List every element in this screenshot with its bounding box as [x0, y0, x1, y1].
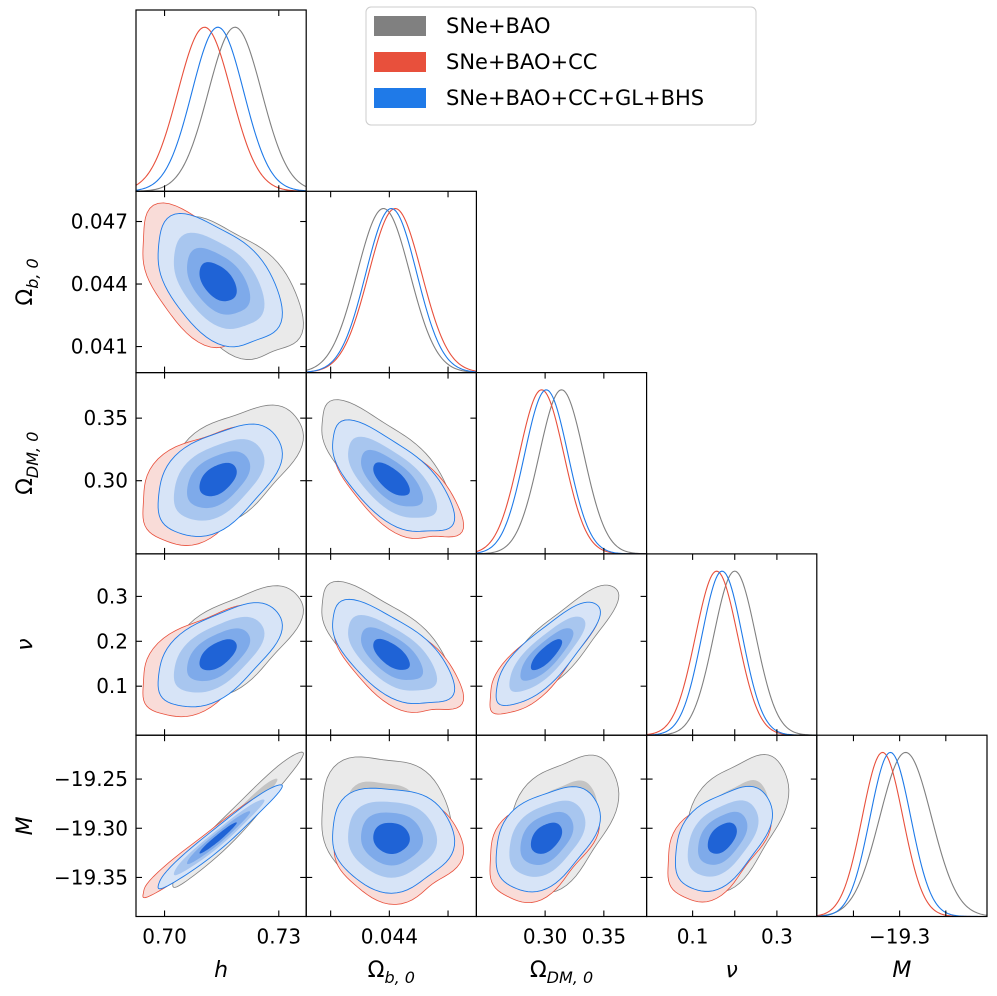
y-tick-label: 0.047	[71, 210, 128, 234]
marginal-nu	[646, 570, 817, 736]
x-tick-label: 0.1	[677, 925, 709, 949]
y-tick-label: 0.30	[83, 469, 128, 493]
marginal-h	[136, 26, 307, 192]
y-tick-label: 0.041	[71, 335, 128, 359]
marginal-line-blue	[816, 751, 987, 917]
panel-Ob-vs-h	[142, 202, 304, 360]
panel-M-vs-nu	[667, 754, 790, 903]
marginal-line-grey	[136, 26, 307, 192]
y-tick-label: −19.30	[54, 816, 128, 840]
panel-M-vs-h	[142, 751, 304, 899]
marginal-line-grey	[646, 570, 817, 736]
marginal-line-grey	[476, 389, 647, 554]
marginal-ODM	[476, 389, 647, 554]
panel-nu-vs-h	[142, 585, 304, 718]
legend-label-grey: SNe+BAO	[446, 14, 551, 38]
panel-nu-vs-Ob	[321, 580, 465, 713]
marginal-Ob	[306, 207, 477, 373]
x-axis-label-h: h	[214, 958, 228, 983]
legend-swatch-grey	[374, 16, 426, 36]
legend-label-blue: SNe+BAO+CC+GL+BHS	[446, 86, 704, 110]
y-tick-label: −19.25	[54, 767, 128, 791]
marginal-line-grey	[816, 751, 987, 917]
marginal-line-blue	[136, 26, 307, 192]
legend-box	[365, 6, 757, 126]
panel-frame	[645, 553, 818, 736]
contour-blue-core	[199, 822, 237, 854]
y-tick-label: 0.044	[71, 272, 128, 296]
y-tick-label: 0.35	[83, 406, 128, 430]
y-tick-label: 0.3	[96, 584, 128, 608]
x-axis-label-M: M	[892, 958, 911, 983]
y-axis-label-M: M	[13, 816, 38, 835]
contour-blue-core	[373, 822, 410, 855]
x-tick-label: 0.044	[361, 925, 418, 949]
x-axis-label-ODM: ΩDM, 0	[530, 958, 593, 987]
contour-blue-core	[373, 638, 410, 670]
x-tick-label: 0.70	[142, 925, 187, 949]
y-axis-label-ODM: ΩDM, 0	[13, 432, 42, 495]
x-axis-label-Ob: Ωb, 0	[368, 958, 415, 987]
x-tick-label: 0.3	[761, 925, 793, 949]
panel-M-vs-Ob	[321, 756, 465, 905]
legend-swatch-blue	[374, 88, 426, 108]
marginal-line-red	[306, 207, 477, 373]
contour-blue-core	[199, 639, 237, 671]
contour-blue-core	[530, 639, 563, 671]
legend-label-red: SNe+BAO+CC	[446, 50, 597, 74]
marginal-line-red	[646, 570, 817, 736]
y-axis-label-nu: ν	[13, 638, 38, 650]
panel-ODM-vs-h	[142, 404, 304, 546]
marginal-M	[816, 751, 987, 917]
marginal-line-blue	[476, 389, 647, 554]
panel-frame	[305, 190, 478, 374]
contour-blue-core	[373, 462, 410, 496]
legend-swatch-red	[374, 52, 426, 72]
y-tick-label: 0.1	[96, 674, 128, 698]
panel-ODM-vs-Ob	[321, 399, 465, 539]
x-tick-label: 0.35	[582, 925, 627, 949]
marginal-line-blue	[646, 570, 817, 736]
panel-M-vs-ODM	[489, 754, 620, 904]
y-tick-label: −19.35	[54, 865, 128, 889]
x-tick-label: −19.3	[869, 925, 930, 949]
contour-blue-core	[199, 262, 237, 302]
y-axis-label-Ob: Ωb, 0	[13, 258, 42, 305]
panel-nu-vs-ODM	[489, 584, 620, 715]
y-tick-label: 0.2	[96, 629, 128, 653]
contour-blue-core	[530, 822, 563, 854]
marginal-line-red	[476, 389, 647, 554]
legend: SNe+BAO SNe+BAO+CC SNe+BAO+CC+GL+BHS	[365, 6, 757, 126]
panel-frame	[475, 372, 648, 555]
marginal-line-red	[136, 26, 307, 192]
x-tick-label: 0.73	[257, 925, 302, 949]
contour-blue-core	[707, 822, 737, 854]
marginal-line-grey	[306, 208, 477, 373]
x-tick-label: 0.30	[523, 925, 568, 949]
panel-frame	[816, 734, 988, 918]
panel-frame	[135, 9, 307, 192]
marginal-line-blue	[306, 207, 477, 373]
contour-blue-core	[199, 462, 237, 497]
x-axis-label-nu: ν	[726, 958, 738, 983]
